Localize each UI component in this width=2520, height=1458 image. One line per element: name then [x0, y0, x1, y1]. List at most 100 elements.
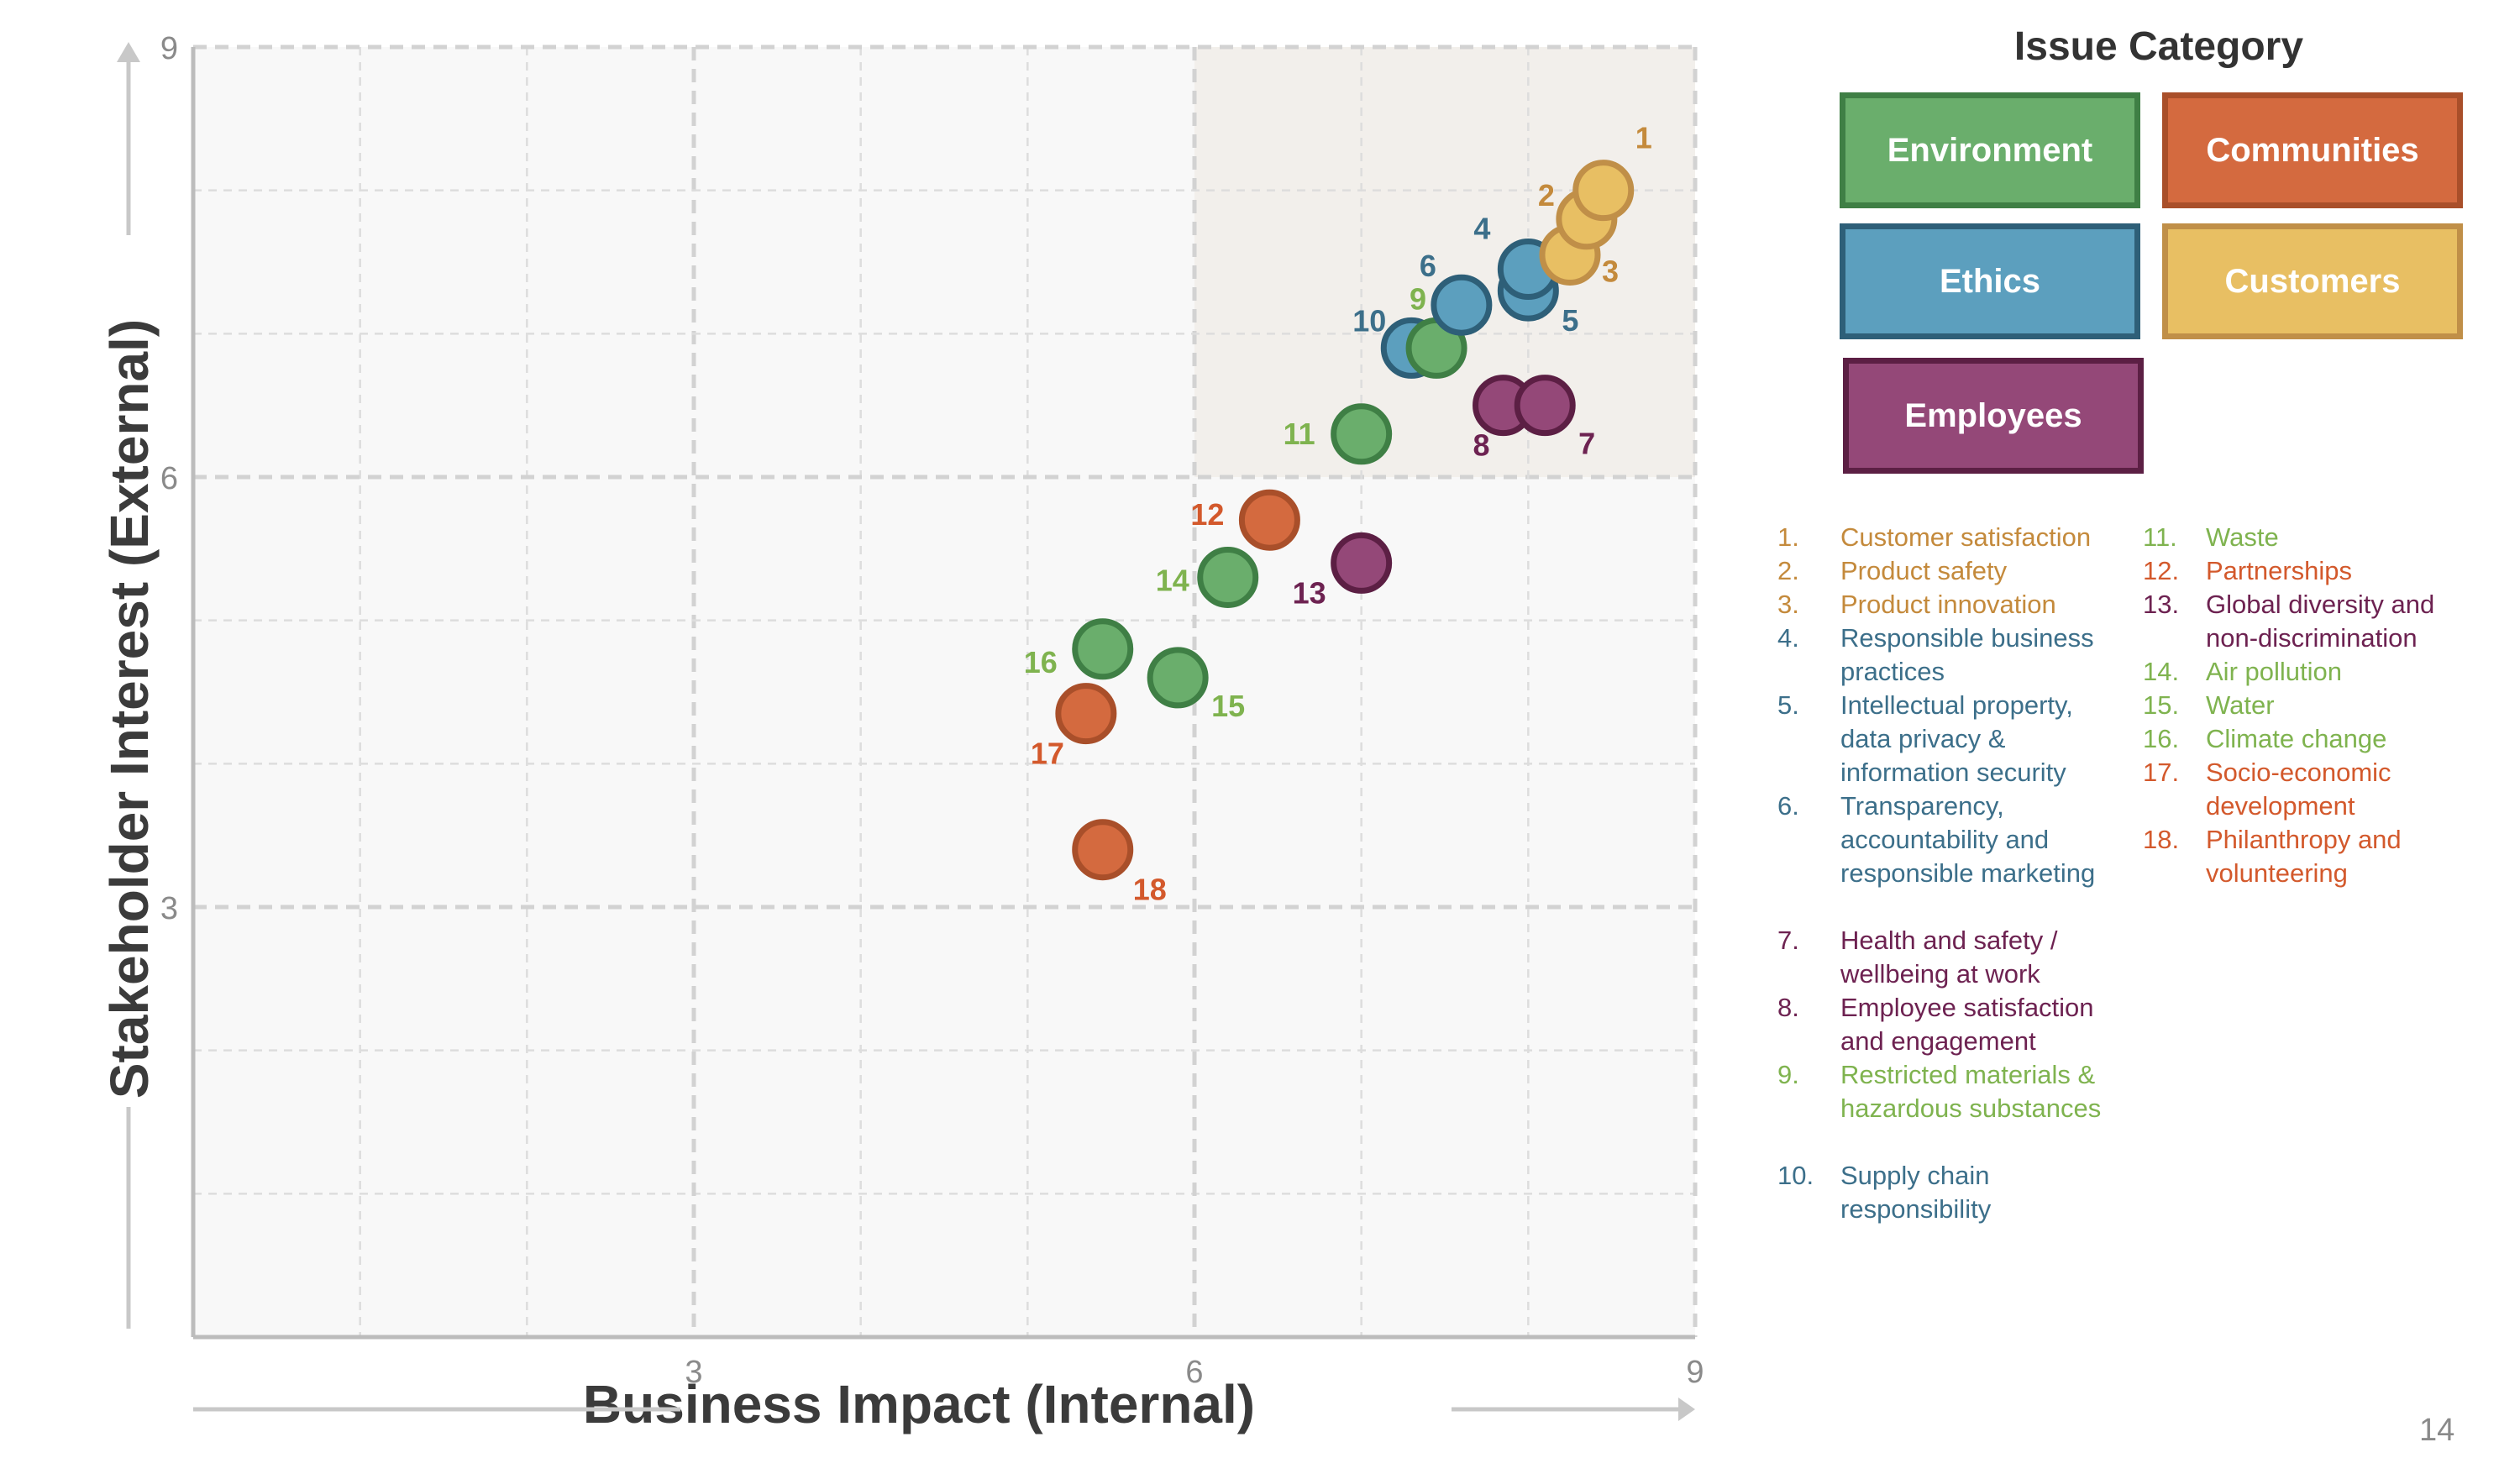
data-point-label-9: 9	[1410, 281, 1426, 316]
issue-number: 18.	[2143, 825, 2180, 854]
category-customers-box: Customers	[2162, 223, 2463, 339]
issue-number: 4.	[1777, 623, 1799, 653]
category-ethics-label: Ethics	[1939, 262, 2041, 300]
issue-item-16: 16. Climate change	[2143, 722, 2491, 756]
page-number: 14	[2419, 1413, 2455, 1448]
issue-item-13: 13. Global diversity and non-discriminati…	[2143, 588, 2491, 655]
data-point-label-6: 6	[1420, 249, 1436, 283]
issue-number: 12.	[2143, 556, 2180, 585]
data-point-label-14: 14	[1156, 563, 1189, 597]
issue-item-12: 12. Partnerships	[2143, 554, 2491, 588]
data-point-label-15: 15	[1211, 689, 1245, 723]
data-point-label-11: 11	[1284, 417, 1315, 451]
data-point-label-13: 13	[1293, 575, 1326, 610]
issue-item-10: 10. Supply chain responsibility	[1777, 1159, 2126, 1226]
data-point-label-5: 5	[1562, 303, 1578, 338]
issue-number: 2.	[1777, 556, 1799, 585]
issue-number: 13.	[2143, 590, 2180, 619]
data-point-14	[1197, 546, 1259, 608]
issue-number: 3.	[1777, 590, 1799, 619]
issue-item-11: 11. Waste	[2143, 521, 2491, 554]
issue-item-2: 2. Product safety	[1777, 554, 2126, 588]
issue-text: Employee satisfaction and engagement	[1840, 993, 2094, 1056]
issue-text: Restricted materials & hazardous substan…	[1840, 1060, 2102, 1123]
category-customers-label: Customers	[2224, 262, 2401, 300]
issue-text: Product safety	[1840, 556, 2008, 585]
issue-item-14: 14. Air pollution	[2143, 655, 2491, 689]
data-point-16	[1072, 618, 1134, 680]
issue-text: Air pollution	[2206, 657, 2342, 686]
category-employees-label: Employees	[1904, 396, 2082, 434]
issue-item-15: 15. Water	[2143, 689, 2491, 722]
issue-number: 17.	[2143, 758, 2180, 787]
issue-text: Responsible business practices	[1840, 623, 2094, 686]
issue-text: Global diversity and non-discrimination	[2206, 590, 2435, 653]
issue-number: 7.	[1777, 926, 1799, 955]
data-point-7	[1514, 375, 1576, 437]
issue-number: 5.	[1777, 690, 1799, 720]
data-point-label-1: 1	[1635, 121, 1652, 155]
y-tick-label: 3	[160, 891, 178, 926]
issue-number: 14.	[2143, 657, 2180, 686]
y-tick-label: 9	[160, 31, 178, 66]
data-point-label-16: 16	[1024, 645, 1058, 679]
issue-text: Socio-economic development	[2206, 758, 2391, 821]
x-axis-arrowhead	[1678, 1398, 1695, 1421]
data-point-label-2: 2	[1538, 178, 1555, 212]
data-point-18	[1072, 819, 1134, 881]
issue-item-7: 7. Health and safety / wellbeing at work	[1777, 924, 2126, 991]
issue-item-18: 18. Philanthropy and volunteering	[2143, 823, 2491, 890]
issue-text: Partnerships	[2206, 556, 2353, 585]
issue-number: 10.	[1777, 1161, 1814, 1190]
data-point-13	[1331, 532, 1393, 594]
x-tick-label: 3	[685, 1355, 702, 1390]
x-axis-title: Business Impact (Internal)	[583, 1374, 1255, 1434]
data-point-label-8: 8	[1473, 428, 1490, 463]
data-point-6	[1431, 274, 1493, 336]
issue-number: 16.	[2143, 724, 2180, 753]
issue-item-17: 17. Socio-economic development	[2143, 756, 2491, 823]
y-axis-title: Stakeholder Interest (External)	[99, 319, 160, 1099]
issue-text: Product innovation	[1840, 590, 2056, 619]
category-environment-label: Environment	[1887, 131, 2093, 169]
legend-title: Issue Category	[2013, 24, 2304, 69]
category-communities-box: Communities	[2162, 92, 2463, 208]
data-point-1	[1572, 160, 1635, 222]
data-point-label-12: 12	[1190, 497, 1224, 532]
issue-text: Waste	[2206, 522, 2279, 552]
issue-text: Customer satisfaction	[1840, 522, 2092, 552]
data-point-label-10: 10	[1352, 303, 1386, 338]
category-communities-label: Communities	[2206, 131, 2419, 169]
issue-number: 9.	[1777, 1060, 1799, 1089]
issue-text: Intellectual property, data privacy & in…	[1840, 690, 2073, 787]
issue-item-5: 5. Intellectual property, data privacy & …	[1777, 689, 2126, 789]
category-employees-box: Employees	[1843, 358, 2144, 474]
issue-item-1: 1. Customer satisfaction	[1777, 521, 2126, 554]
y-tick-label: 6	[160, 461, 178, 496]
issue-item-3: 3. Product innovation	[1777, 588, 2126, 621]
category-ethics-box: Ethics	[1840, 223, 2140, 339]
issue-text: Supply chain responsibility	[1840, 1161, 1992, 1224]
priority-quadrant	[1194, 47, 1695, 477]
data-point-12	[1238, 489, 1300, 551]
category-environment-box: Environment	[1840, 92, 2140, 208]
y-axis-arrowhead	[117, 42, 140, 62]
issue-text: Health and safety / wellbeing at work	[1840, 926, 2058, 989]
issue-item-8: 8. Employee satisfaction and engagement	[1777, 991, 2126, 1058]
issue-item-4: 4. Responsible business practices	[1777, 621, 2126, 689]
issue-text: Water	[2206, 690, 2275, 720]
data-point-label-17: 17	[1031, 737, 1064, 771]
issue-text: Climate change	[2206, 724, 2387, 753]
data-point-label-7: 7	[1578, 427, 1595, 461]
issue-number: 1.	[1777, 522, 1799, 552]
issue-number: 11.	[2143, 522, 2177, 552]
issue-number: 6.	[1777, 791, 1799, 821]
issue-item-6: 6. Transparency, accountability and respo…	[1777, 789, 2126, 890]
data-point-11	[1331, 403, 1393, 465]
data-point-label-4: 4	[1473, 212, 1490, 246]
data-point-label-18: 18	[1133, 873, 1167, 907]
issue-text: Transparency, accountability and respons…	[1840, 791, 2096, 888]
data-point-15	[1147, 647, 1209, 709]
issue-text: Philanthropy and volunteering	[2206, 825, 2402, 888]
